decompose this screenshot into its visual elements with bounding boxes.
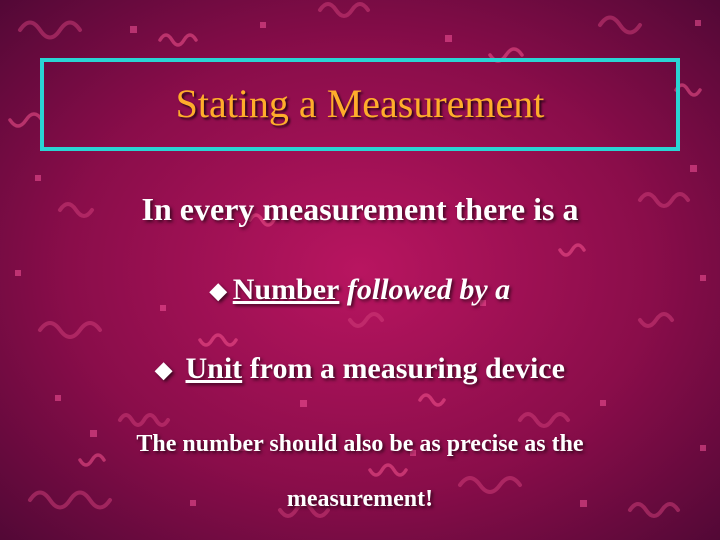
title-box: Stating a Measurement xyxy=(40,58,680,151)
diamond-icon: ◆ xyxy=(155,357,172,383)
bullet-1: ◆Number followed by a xyxy=(0,273,720,307)
bullet-2: ◆ Unit from a measuring device xyxy=(0,352,720,386)
footer-line-1: The number should also be as precise as … xyxy=(0,431,720,458)
diamond-icon: ◆ xyxy=(210,278,227,304)
bullet-2-keyword: Unit xyxy=(186,352,243,385)
intro-line: In every measurement there is a xyxy=(0,191,720,228)
slide-title: Stating a Measurement xyxy=(44,80,676,127)
bullet-1-rest: followed by a xyxy=(339,273,510,306)
slide-content: Stating a Measurement In every measureme… xyxy=(0,0,720,540)
bullet-2-rest: from a measuring device xyxy=(242,352,565,385)
footer-line-2: measurement! xyxy=(0,486,720,513)
bullet-1-keyword: Number xyxy=(233,273,340,306)
